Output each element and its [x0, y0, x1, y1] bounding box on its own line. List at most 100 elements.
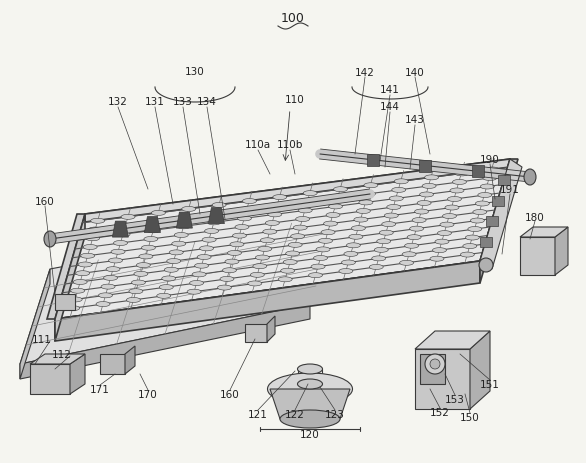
Polygon shape — [55, 294, 75, 310]
Ellipse shape — [425, 175, 438, 181]
Polygon shape — [520, 238, 555, 275]
Ellipse shape — [432, 248, 447, 253]
Polygon shape — [55, 262, 480, 327]
Ellipse shape — [438, 231, 451, 236]
Ellipse shape — [91, 219, 105, 224]
Ellipse shape — [220, 277, 234, 282]
Ellipse shape — [86, 236, 100, 241]
Text: 140: 140 — [405, 68, 425, 78]
Ellipse shape — [240, 208, 254, 213]
Ellipse shape — [205, 229, 219, 234]
Ellipse shape — [162, 276, 176, 282]
Ellipse shape — [377, 239, 391, 244]
Polygon shape — [480, 160, 518, 262]
Ellipse shape — [174, 233, 188, 238]
Polygon shape — [415, 349, 470, 409]
Text: 144: 144 — [380, 102, 400, 112]
Ellipse shape — [172, 242, 186, 247]
Ellipse shape — [440, 223, 454, 228]
Ellipse shape — [106, 267, 120, 272]
Ellipse shape — [255, 256, 270, 261]
Ellipse shape — [381, 222, 396, 227]
Ellipse shape — [303, 191, 317, 196]
Ellipse shape — [81, 254, 95, 259]
Text: 143: 143 — [405, 115, 425, 125]
Ellipse shape — [475, 201, 489, 206]
Ellipse shape — [156, 294, 171, 299]
Text: 191: 191 — [500, 185, 520, 194]
Text: 171: 171 — [90, 384, 110, 394]
Ellipse shape — [253, 264, 267, 269]
Text: 151: 151 — [480, 379, 500, 389]
Polygon shape — [270, 389, 350, 419]
Ellipse shape — [146, 228, 161, 233]
Ellipse shape — [481, 185, 495, 189]
Ellipse shape — [359, 200, 373, 206]
Ellipse shape — [342, 260, 355, 265]
Polygon shape — [20, 304, 310, 379]
Ellipse shape — [319, 239, 332, 244]
Ellipse shape — [260, 238, 274, 243]
Ellipse shape — [108, 258, 122, 263]
Text: 190: 190 — [480, 155, 500, 165]
Ellipse shape — [141, 246, 155, 250]
Ellipse shape — [463, 244, 477, 249]
Ellipse shape — [369, 265, 383, 270]
Ellipse shape — [445, 206, 459, 211]
Ellipse shape — [66, 306, 80, 311]
Polygon shape — [144, 217, 161, 233]
Ellipse shape — [364, 183, 378, 188]
Ellipse shape — [410, 227, 424, 232]
Ellipse shape — [344, 252, 358, 257]
Text: 110a: 110a — [245, 140, 271, 150]
Ellipse shape — [404, 244, 418, 249]
Ellipse shape — [88, 227, 102, 232]
Ellipse shape — [144, 237, 158, 242]
Ellipse shape — [293, 225, 307, 231]
Ellipse shape — [197, 255, 211, 260]
Polygon shape — [415, 332, 490, 349]
Polygon shape — [55, 160, 510, 319]
Polygon shape — [20, 269, 50, 379]
Ellipse shape — [101, 284, 115, 289]
Ellipse shape — [111, 250, 125, 255]
Ellipse shape — [265, 221, 280, 226]
Text: 131: 131 — [145, 97, 165, 107]
Polygon shape — [113, 222, 128, 238]
Ellipse shape — [177, 225, 191, 229]
Ellipse shape — [280, 410, 340, 428]
Ellipse shape — [298, 379, 322, 389]
Text: 121: 121 — [248, 409, 268, 419]
Ellipse shape — [430, 359, 440, 369]
Text: 170: 170 — [138, 389, 158, 399]
Ellipse shape — [227, 251, 241, 256]
Ellipse shape — [68, 297, 82, 302]
Polygon shape — [209, 208, 224, 224]
Ellipse shape — [329, 205, 343, 209]
Ellipse shape — [339, 269, 353, 274]
Ellipse shape — [417, 201, 431, 206]
Ellipse shape — [98, 293, 113, 298]
Ellipse shape — [392, 188, 406, 193]
Ellipse shape — [286, 251, 299, 257]
Polygon shape — [85, 160, 510, 223]
Polygon shape — [176, 213, 192, 229]
Text: 132: 132 — [108, 97, 128, 107]
Polygon shape — [366, 155, 379, 166]
Text: 111: 111 — [32, 334, 52, 344]
Ellipse shape — [425, 354, 445, 374]
Ellipse shape — [71, 288, 85, 294]
Ellipse shape — [435, 240, 449, 244]
Ellipse shape — [149, 219, 163, 225]
Ellipse shape — [248, 282, 262, 286]
Ellipse shape — [298, 364, 322, 374]
Ellipse shape — [326, 213, 340, 218]
Ellipse shape — [104, 276, 118, 281]
Ellipse shape — [167, 259, 180, 264]
Text: 110b: 110b — [277, 140, 303, 150]
Ellipse shape — [73, 280, 87, 285]
Ellipse shape — [309, 273, 322, 278]
Ellipse shape — [250, 273, 264, 278]
Polygon shape — [55, 214, 85, 341]
Ellipse shape — [400, 261, 414, 266]
